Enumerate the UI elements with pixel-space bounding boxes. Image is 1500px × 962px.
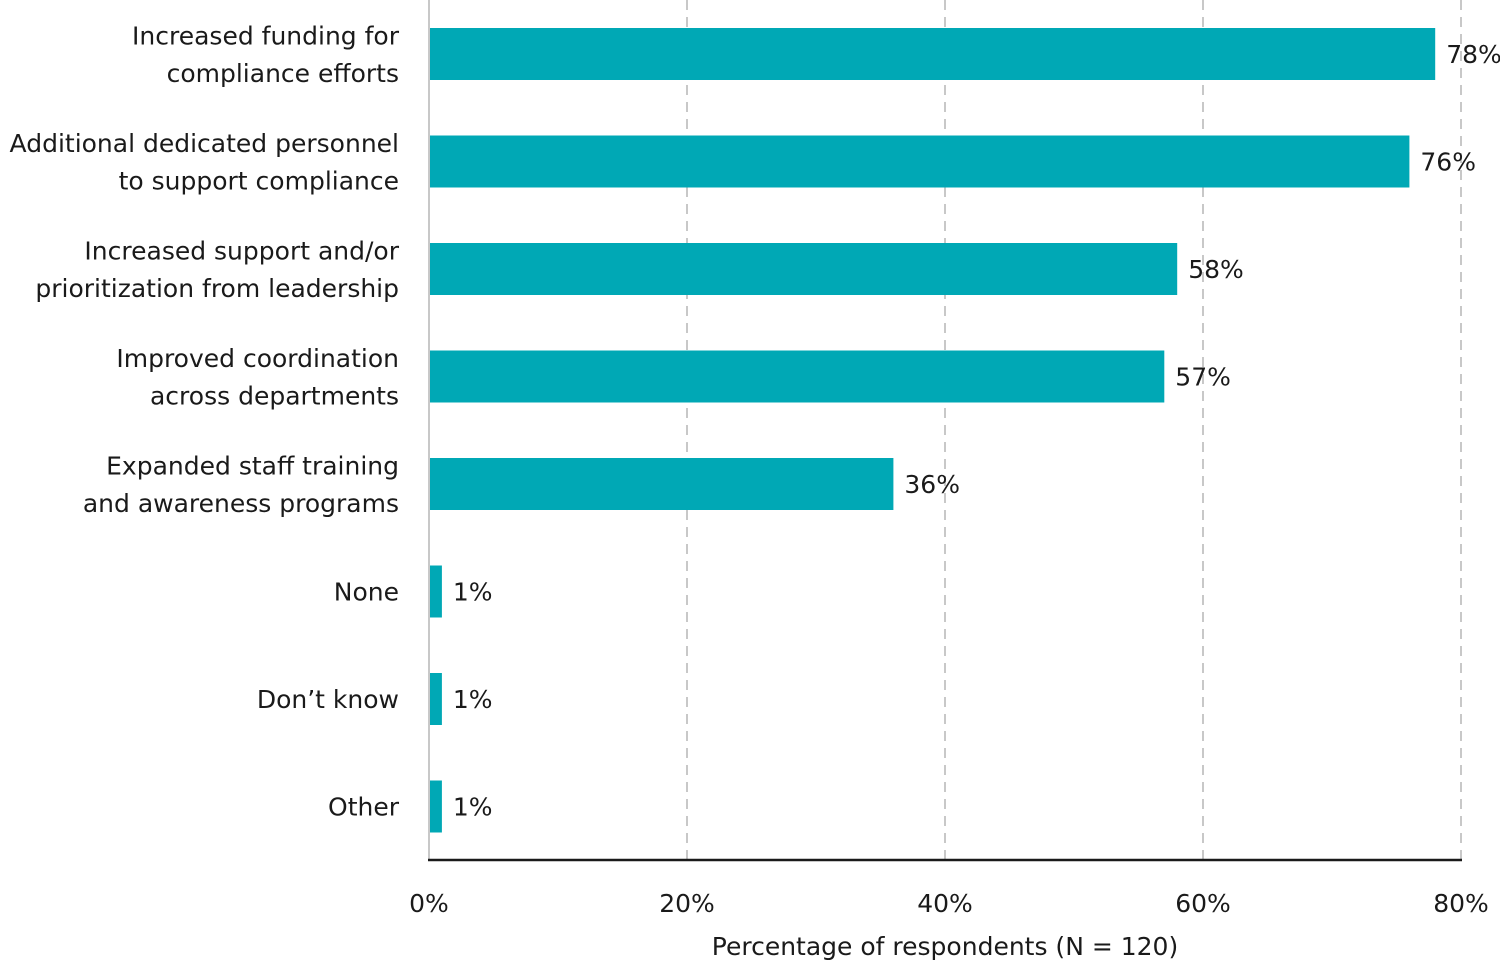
bar-1	[429, 135, 1410, 188]
category-label-1-0: Additional dedicated personnel	[10, 129, 399, 158]
value-label-0: 78%	[1446, 40, 1500, 69]
category-label-0-0: Increased funding for	[132, 21, 400, 50]
bars	[429, 28, 1436, 833]
bar-7	[429, 780, 442, 833]
category-labels: Increased funding for compliance efforts A…	[10, 21, 400, 821]
axes	[428, 0, 1462, 862]
tick-labels: 0% 20% 40% 60% 80%	[409, 889, 1489, 918]
value-label-2: 58%	[1188, 255, 1244, 284]
value-label-6: 1%	[453, 685, 493, 714]
bar-3	[429, 350, 1165, 403]
bar-0	[429, 28, 1436, 80]
category-label-2-1: prioritization from leadership	[35, 274, 399, 303]
category-label-5-0: None	[334, 578, 399, 607]
bar-2	[429, 243, 1178, 295]
value-labels: 78% 76% 58% 57% 36% 1% 1% 1%	[453, 40, 1500, 822]
bar-5	[429, 565, 442, 618]
x-tick-label-0: 0%	[409, 889, 449, 918]
x-tick-label-60: 60%	[1175, 889, 1231, 918]
x-tick-label-80: 80%	[1433, 889, 1489, 918]
category-label-3-1: across departments	[150, 381, 399, 410]
value-label-3: 57%	[1175, 363, 1231, 392]
value-label-5: 1%	[453, 578, 493, 607]
bar-4	[429, 458, 894, 510]
value-label-7: 1%	[453, 793, 493, 822]
category-label-3-0: Improved coordination	[116, 344, 399, 373]
category-label-4-0: Expanded staff training	[106, 451, 399, 480]
x-tick-label-20: 20%	[659, 889, 715, 918]
value-label-4: 36%	[904, 470, 960, 499]
x-tick-label-40: 40%	[917, 889, 973, 918]
category-label-0-1: compliance efforts	[167, 59, 399, 88]
category-label-4-1: and awareness programs	[83, 489, 399, 518]
x-axis-title: Percentage of respondents (N = 120)	[712, 932, 1178, 961]
category-label-1-1: to support compliance	[119, 166, 399, 195]
bar-6	[429, 673, 442, 725]
category-label-6-0: Don’t know	[257, 685, 399, 714]
category-label-2-0: Increased support and/or	[84, 236, 399, 265]
category-label-7-0: Other	[328, 793, 400, 822]
grid-lines	[686, 0, 1462, 860]
value-label-1: 76%	[1420, 148, 1476, 177]
